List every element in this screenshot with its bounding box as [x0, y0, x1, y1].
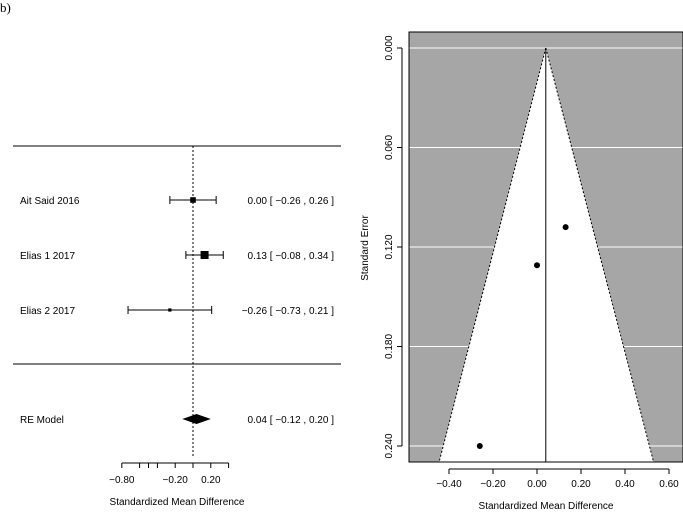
study-label: Elias 2 2017 — [20, 306, 75, 317]
summary-ci-text: 0.04 [ −0.12 , 0.20 ] — [248, 415, 335, 426]
funnel-plot: 0.000 0.060 0.120 0.180 0.240 Standard Error −… — [360, 31, 683, 512]
study-estimate-square — [190, 197, 196, 203]
summary-label: RE Model — [20, 415, 64, 426]
funnel-x-tick-label: −0.20 — [480, 479, 506, 490]
forest-x-axis-title: Standardized Mean Difference — [110, 497, 245, 508]
funnel-y-tick-label: 0.240 — [384, 433, 395, 458]
study-ci-text: −0.26 [ −0.73 , 0.21 ] — [242, 306, 335, 317]
funnel-x-tick-label: 0.40 — [615, 479, 635, 490]
forest-plot: Ait Said 2016 0.00 [ −0.26 , 0.26 ] Elias … — [13, 145, 341, 508]
study-ci-text: 0.00 [ −0.26 , 0.26 ] — [248, 196, 335, 207]
funnel-study-point — [534, 262, 540, 269]
funnel-region — [439, 48, 654, 462]
funnel-frame — [408, 31, 683, 463]
funnel-study-point — [562, 224, 569, 231]
funnel-left-limit — [438, 47, 547, 463]
funnel-x-tick-label: −0.40 — [436, 479, 462, 490]
study-label: Ait Said 2016 — [20, 196, 80, 207]
forest-x-tick-label: −0.80 — [109, 475, 135, 486]
funnel-y-tick-label: 0.180 — [384, 334, 395, 359]
funnel-x-tick-label: 0.20 — [571, 479, 591, 490]
forest-x-tick-label: −0.20 — [163, 475, 189, 486]
funnel-y-tick-label: 0.000 — [384, 35, 395, 60]
funnel-right-limit — [545, 47, 655, 463]
funnel-x-axis-title: Standardized Mean Difference — [479, 501, 614, 512]
forest-x-tick-label: 0.20 — [201, 475, 221, 486]
funnel-study-point — [476, 443, 483, 449]
study-ci-text: 0.13 [ −0.08 , 0.34 ] — [248, 251, 335, 262]
study-label: Elias 1 2017 — [20, 251, 75, 262]
funnel-y-tick-label: 0.120 — [384, 234, 395, 259]
study-estimate-square — [200, 251, 209, 259]
funnel-y-axis-title: Standard Error — [360, 215, 371, 281]
panel-label: b) — [0, 0, 11, 15]
funnel-x-tick-label: 0.00 — [527, 479, 547, 490]
funnel-x-tick-label: 0.60 — [659, 479, 679, 490]
funnel-y-tick-label: 0.060 — [384, 135, 395, 160]
study-estimate-square — [168, 308, 172, 312]
summary-diamond — [182, 414, 211, 424]
